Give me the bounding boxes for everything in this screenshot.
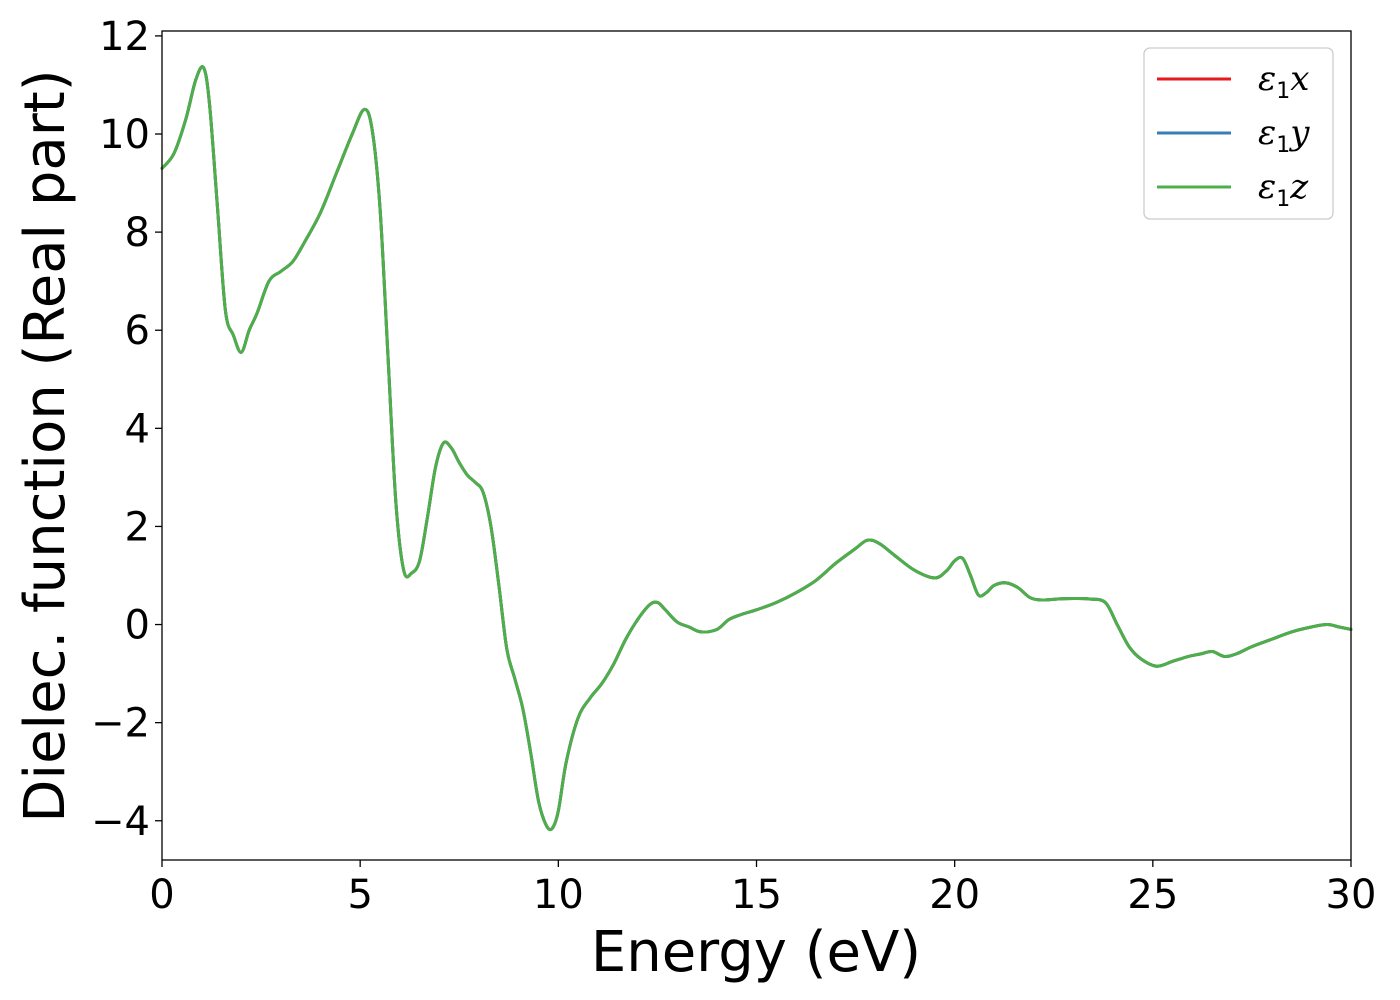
y-axis-ticks: −4 −2 0 2 4 6 8 10 12: [91, 14, 162, 845]
y-tick-label: 8: [125, 210, 150, 256]
x-tick-label: 15: [731, 872, 782, 918]
y-tick-label: 4: [125, 406, 150, 452]
x-tick-label: 10: [533, 872, 584, 918]
x-axis-title: Energy (eV): [591, 920, 921, 985]
series-line-3: [160, 65, 1353, 832]
x-tick-label: 25: [1127, 872, 1178, 918]
legend-label: ε1x: [1258, 59, 1309, 104]
legend-label: ε1z: [1258, 167, 1309, 212]
y-tick-label: −4: [91, 799, 150, 845]
y-tick-label: 10: [99, 112, 150, 158]
x-tick-label: 0: [149, 872, 174, 918]
x-tick-label: 5: [347, 872, 372, 918]
y-tick-label: 2: [125, 504, 150, 550]
series-layer: [160, 65, 1353, 832]
y-tick-label: 12: [99, 14, 150, 60]
y-axis-title: Dielec. function (Real part): [13, 69, 78, 822]
y-tick-label: −2: [91, 701, 150, 747]
y-tick-label: 6: [125, 308, 150, 354]
y-tick-label: 0: [125, 603, 150, 649]
legend-box: [1143, 47, 1334, 220]
legend-label: ε1y: [1258, 113, 1310, 158]
x-tick-label: 30: [1326, 872, 1377, 918]
legend: ε1x ε1y ε1z: [1143, 47, 1334, 220]
x-tick-label: 20: [929, 872, 980, 918]
x-axis-ticks: 0 5 10 15 20 25 30: [149, 860, 1376, 918]
